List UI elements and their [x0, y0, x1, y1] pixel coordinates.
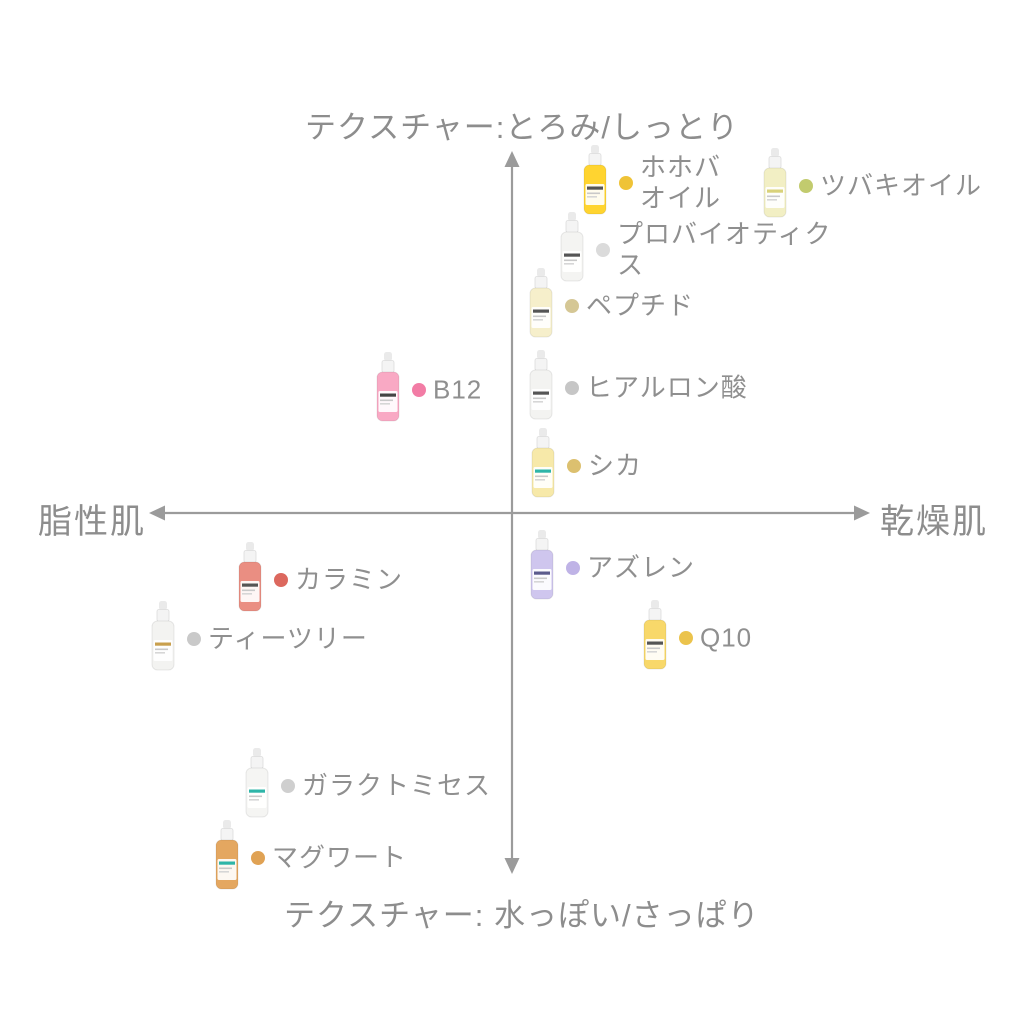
product-label: B12 [433, 374, 483, 405]
product-item-probiotics: プロバイオティクス [555, 212, 855, 292]
serum-bottle-icon [245, 748, 269, 818]
product-dot [251, 851, 265, 865]
product-dot [619, 176, 633, 190]
product-label: ペプチド [586, 290, 695, 321]
product-item-calamine: カラミン [233, 542, 533, 622]
product-label: アズレン [587, 552, 696, 583]
product-label: ティーツリー [208, 623, 368, 654]
serum-bottle-icon [530, 530, 554, 600]
product-label: マグワート [272, 842, 408, 873]
serum-bottle-icon [560, 212, 584, 282]
arrowhead-left-icon [149, 505, 165, 521]
serum-bottle-icon [151, 601, 175, 671]
product-item-jojoba-oil: ホホバ オイル [578, 145, 878, 225]
product-label: プロバイオティクス [617, 218, 832, 280]
product-dot [187, 632, 201, 646]
serum-bottle-icon [238, 542, 262, 612]
product-item-hyaluronic-acid: ヒアルロン酸 [524, 350, 824, 430]
product-dot [596, 243, 610, 257]
product-item-peptide: ペプチド [524, 268, 824, 348]
serum-bottle-icon [763, 148, 787, 218]
product-dot [679, 631, 693, 645]
product-item-tsubaki-oil: ツバキオイル [758, 148, 1024, 228]
product-item-tea-tree: ティーツリー [146, 601, 446, 681]
serum-bottle-icon [529, 268, 553, 338]
product-dot [274, 573, 288, 587]
serum-bottle-icon [531, 428, 555, 498]
serum-bottle-icon [215, 820, 239, 890]
serum-bottle-icon [376, 352, 400, 422]
product-label: シカ [588, 450, 643, 481]
product-label: ヒアルロン酸 [586, 372, 748, 403]
serum-bottle-icon [583, 145, 607, 215]
serum-bottle-icon [643, 600, 667, 670]
product-item-b12: B12 [371, 352, 671, 432]
product-item-mugwort: マグワート [210, 820, 510, 900]
product-item-galactomyces: ガラクトミセス [240, 748, 540, 828]
product-item-cica: シカ [526, 428, 826, 508]
arrowhead-right-icon [854, 505, 870, 521]
axis-title-bottom: テクスチャー: 水っぽい/さっぱり [284, 898, 760, 933]
product-label: カラミン [295, 564, 404, 595]
product-label: ホホバ オイル [640, 151, 722, 213]
product-dot [412, 383, 426, 397]
product-dot [799, 179, 813, 193]
product-dot [565, 299, 579, 313]
product-dot [565, 381, 579, 395]
product-label: ガラクトミセス [302, 770, 492, 801]
product-dot [566, 561, 580, 575]
arrowhead-up-icon [504, 151, 520, 167]
serum-bottle-icon [529, 350, 553, 420]
product-dot [281, 779, 295, 793]
axis-title-top: テクスチャー:とろみ/しっとり [305, 110, 739, 145]
product-item-q10: Q10 [638, 600, 938, 680]
axis-label-dry-skin: 乾燥肌 [880, 503, 988, 541]
product-item-azulene: アズレン [525, 530, 825, 610]
product-dot [567, 459, 581, 473]
product-label: ツバキオイル [820, 170, 983, 201]
axis-label-oily-skin: 脂性肌 [38, 503, 146, 541]
product-label: Q10 [700, 622, 753, 653]
